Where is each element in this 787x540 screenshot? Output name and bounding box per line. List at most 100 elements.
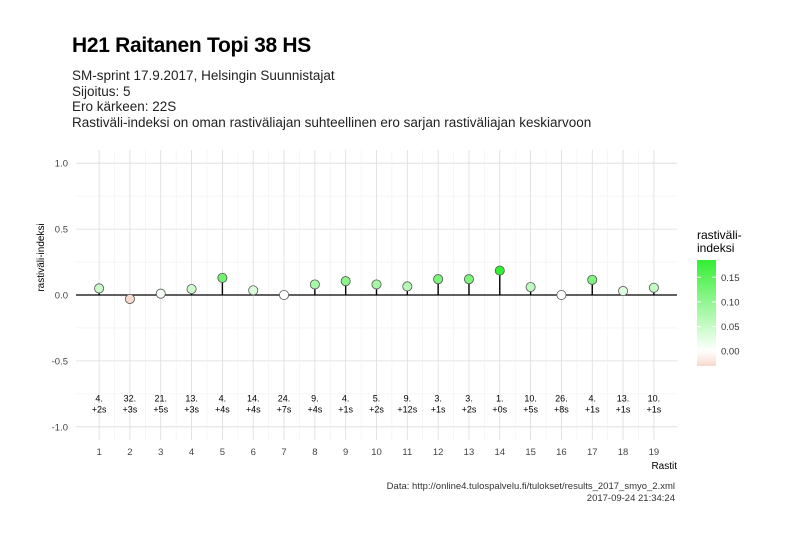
chart-caption: Data: http://online4.tulospalvelu.fi/tul…: [387, 481, 675, 505]
annotation-diff: +1s: [431, 405, 446, 415]
x-tick-label: 6: [251, 447, 256, 458]
legend-colorbar: [697, 260, 716, 366]
data-point: [433, 274, 444, 285]
annotation-diff: +1s: [616, 405, 631, 415]
y-tick-label: -0.5: [52, 356, 68, 367]
caption-source: Data: http://online4.tulospalvelu.fi/tul…: [386, 481, 675, 492]
annotation-rank: 9.: [404, 394, 412, 404]
subtitle-line: Ero kärkeen: 22S: [72, 99, 177, 114]
chart-subtitle: SM-sprint 17.9.2017, Helsingin Suunnista…: [72, 68, 591, 130]
x-tick-label: 16: [556, 447, 567, 458]
x-tick-label: 14: [494, 447, 505, 458]
annotation-rank: 4.: [342, 394, 350, 404]
data-point: [340, 276, 351, 287]
annotation-rank: 14.: [247, 394, 260, 404]
data-point: [94, 283, 105, 294]
data-point: [124, 293, 135, 304]
caption-timestamp: 2017-09-24 21:34:24: [586, 493, 675, 504]
annotation-rank: 13.: [185, 394, 198, 404]
legend-tick-label: 0.10: [721, 297, 740, 308]
data-point: [309, 279, 320, 290]
x-tick-label: 7: [281, 447, 286, 458]
annotation-diff: +1s: [585, 405, 600, 415]
annotation-diff: +0s: [492, 405, 507, 415]
annotation-rank: 21.: [154, 394, 167, 404]
data-point: [186, 284, 197, 295]
y-tick-label: 1.0: [55, 159, 68, 170]
data-point: [556, 289, 567, 300]
x-tick-label: 3: [158, 447, 163, 458]
data-point: [279, 289, 290, 300]
x-tick-label: 4: [189, 447, 194, 458]
annotation-diff: +8s: [554, 405, 569, 415]
legend-tick-label: 0.05: [721, 322, 740, 333]
annotation-rank: 9.: [311, 394, 319, 404]
legend-tick-label: 0.15: [721, 273, 740, 284]
y-tick-label: 0.5: [55, 225, 68, 236]
chart-title: H21 Raitanen Topi 38 HS: [72, 34, 311, 57]
annotation-diff: +4s: [215, 405, 230, 415]
annotation-rank: 1.: [496, 394, 504, 404]
x-tick-label: 9: [343, 447, 348, 458]
data-point: [525, 282, 536, 293]
annotation-rank: 5.: [373, 394, 381, 404]
subtitle-line: SM-sprint 17.9.2017, Helsingin Suunnista…: [72, 68, 335, 83]
x-tick-label: 1: [96, 447, 101, 458]
annotation-rank: 4.: [95, 394, 103, 404]
data-point: [648, 282, 659, 293]
annotation-diff: +2s: [369, 405, 384, 415]
annotation-diff: +2s: [462, 405, 477, 415]
annotation-rank: 4.: [588, 394, 596, 404]
x-tick-label: 15: [525, 447, 536, 458]
x-tick-label: 13: [464, 447, 475, 458]
x-tick-label: 10: [371, 447, 382, 458]
annotation-diff: +2s: [92, 405, 107, 415]
annotation-rank: 3.: [465, 394, 473, 404]
annotation-diff: +12s: [397, 405, 417, 415]
annotation-diff: +4s: [246, 405, 261, 415]
annotation-diff: +7s: [277, 405, 292, 415]
annotation-diff: +1s: [338, 405, 353, 415]
data-point: [402, 281, 413, 292]
x-axis-title: Rastit: [651, 461, 677, 472]
subtitle-line: Sijoitus: 5: [72, 83, 131, 99]
y-axis-title: rastiväli-indeksi: [36, 223, 47, 291]
y-tick-label: -1.0: [52, 422, 68, 433]
annotation-rank: 3.: [434, 394, 442, 404]
x-tick-label: 2: [127, 447, 132, 458]
y-tick-label: 0.0: [55, 291, 68, 302]
annotation-rank: 4.: [219, 394, 227, 404]
annotation-diff: +1s: [647, 405, 662, 415]
data-point: [217, 272, 228, 283]
annotation-rank: 10.: [648, 394, 661, 404]
subtitle-line: Rastiväli-indeksi on oman rastiväliajan …: [72, 114, 592, 130]
data-point: [587, 274, 598, 285]
data-point: [155, 288, 166, 299]
legend-title: rastiväli-: [697, 228, 742, 242]
annotation-rank: 13.: [617, 394, 630, 404]
annotation-diff: +3s: [184, 405, 199, 415]
annotation-rank: 26.: [555, 394, 568, 404]
data-point: [618, 286, 629, 297]
data-point: [248, 285, 259, 296]
x-tick-label: 8: [312, 447, 317, 458]
annotation-rank: 24.: [278, 394, 291, 404]
annotation-diff: +4s: [307, 405, 322, 415]
legend-title: indeksi: [697, 241, 734, 255]
annotation-diff: +5s: [153, 405, 168, 415]
annotation-rank: 10.: [524, 394, 537, 404]
data-point: [494, 265, 505, 276]
x-tick-label: 5: [220, 447, 225, 458]
annotation-rank: 32.: [124, 394, 137, 404]
legend-tick-label: 0.00: [721, 347, 740, 358]
x-tick-label: 18: [618, 447, 629, 458]
x-tick-label: 11: [402, 447, 412, 458]
x-tick-label: 17: [587, 447, 598, 458]
annotation-diff: +3s: [123, 405, 138, 415]
data-point: [371, 279, 382, 290]
data-point: [463, 274, 474, 285]
x-tick-label: 12: [433, 447, 444, 458]
x-tick-label: 19: [649, 447, 660, 458]
annotation-diff: +5s: [523, 405, 538, 415]
